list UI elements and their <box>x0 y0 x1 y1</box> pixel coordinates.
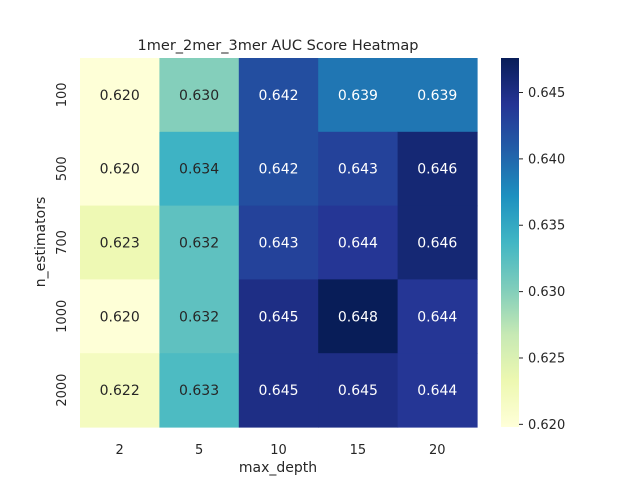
cell-value-label: 0.630 <box>179 88 219 104</box>
heatmap-cell <box>397 205 478 280</box>
colorbar-tick-label: 0.635 <box>528 219 565 234</box>
cell-value-label: 0.645 <box>258 309 298 325</box>
cell-value-label: 0.645 <box>258 383 298 399</box>
cell-value-label: 0.623 <box>100 236 140 252</box>
cell-value-label: 0.644 <box>417 383 457 399</box>
heatmap-cell <box>397 353 478 428</box>
heatmap-cell <box>159 353 240 428</box>
cell-value-label: 0.643 <box>338 162 378 178</box>
cell-value-label: 0.633 <box>179 383 219 399</box>
cell-value-label: 0.648 <box>338 309 378 325</box>
heatmap-cell <box>238 58 319 133</box>
chart-title: 1mer_2mer_3mer AUC Score Heatmap <box>138 38 419 54</box>
y-tick-label: 700 <box>55 230 70 255</box>
heatmap-cell <box>80 353 160 428</box>
colorbar-tick-label: 0.645 <box>528 86 565 101</box>
heatmap-cell <box>238 205 319 280</box>
heatmap-cell <box>159 131 240 207</box>
x-tick-label: 15 <box>350 443 367 458</box>
cell-value-label: 0.620 <box>100 88 140 104</box>
heatmap-cell <box>318 279 399 354</box>
cell-value-label: 0.634 <box>179 162 219 178</box>
heatmap-cell <box>80 205 160 280</box>
colorbar-tick-label: 0.625 <box>528 351 565 366</box>
x-tick-label: 5 <box>195 443 203 458</box>
colorbar <box>501 58 519 427</box>
cell-value-label: 0.620 <box>100 309 140 325</box>
y-axis: 100 500 700 1000 2000 <box>55 82 70 406</box>
colorbar-ticks: 0.620 0.625 0.630 0.635 0.640 0.645 <box>519 86 565 433</box>
heatmap-cell <box>318 131 399 207</box>
cell-value-label: 0.645 <box>338 383 378 399</box>
heatmap-cell <box>397 58 478 133</box>
heatmap-cell <box>159 279 240 354</box>
heatmap-cell <box>318 58 399 133</box>
cell-value-label: 0.646 <box>417 162 457 178</box>
cell-value-label: 0.642 <box>258 162 298 178</box>
heatmap-grid: 0.620 0.630 0.642 0.639 0.639 0.620 0.634 0.642… <box>80 58 478 428</box>
cell-value-label: 0.632 <box>179 236 219 252</box>
heatmap-cell <box>238 279 319 354</box>
colorbar-tick-label: 0.620 <box>528 418 565 433</box>
cell-value-label: 0.639 <box>417 88 457 104</box>
cell-value-label: 0.644 <box>417 309 457 325</box>
cell-value-label: 0.642 <box>258 88 298 104</box>
heatmap-cell <box>318 205 399 280</box>
colorbar-tick-label: 0.640 <box>528 152 565 167</box>
cell-value-label: 0.620 <box>100 162 140 178</box>
heatmap-cell <box>80 131 160 207</box>
heatmap-cell <box>397 279 478 354</box>
heatmap-cell <box>238 353 319 428</box>
x-axis-label: max_depth <box>239 460 317 476</box>
y-tick-label: 1000 <box>55 300 70 333</box>
y-tick-label: 100 <box>55 82 70 107</box>
cell-value-label: 0.639 <box>338 88 378 104</box>
x-axis: 2 5 10 15 20 <box>116 443 446 458</box>
x-tick-label: 2 <box>116 443 124 458</box>
y-axis-label: n_estimators <box>33 197 49 287</box>
y-tick-label: 2000 <box>55 374 70 407</box>
heatmap-cell <box>397 131 478 207</box>
cell-value-label: 0.643 <box>258 236 298 252</box>
cell-value-label: 0.632 <box>179 309 219 325</box>
y-tick-label: 500 <box>55 156 70 181</box>
heatmap-cell <box>238 131 319 207</box>
heatmap-cell <box>80 279 160 354</box>
heatmap-cell <box>159 205 240 280</box>
cell-value-label: 0.622 <box>100 383 140 399</box>
cell-value-label: 0.644 <box>338 236 378 252</box>
heatmap-cell <box>80 58 160 133</box>
heatmap-cell <box>318 353 399 428</box>
cell-value-label: 0.646 <box>417 236 457 252</box>
x-tick-label: 10 <box>270 443 287 458</box>
x-tick-label: 20 <box>429 443 446 458</box>
heatmap-cell <box>159 58 240 133</box>
colorbar-tick-label: 0.630 <box>528 285 565 300</box>
